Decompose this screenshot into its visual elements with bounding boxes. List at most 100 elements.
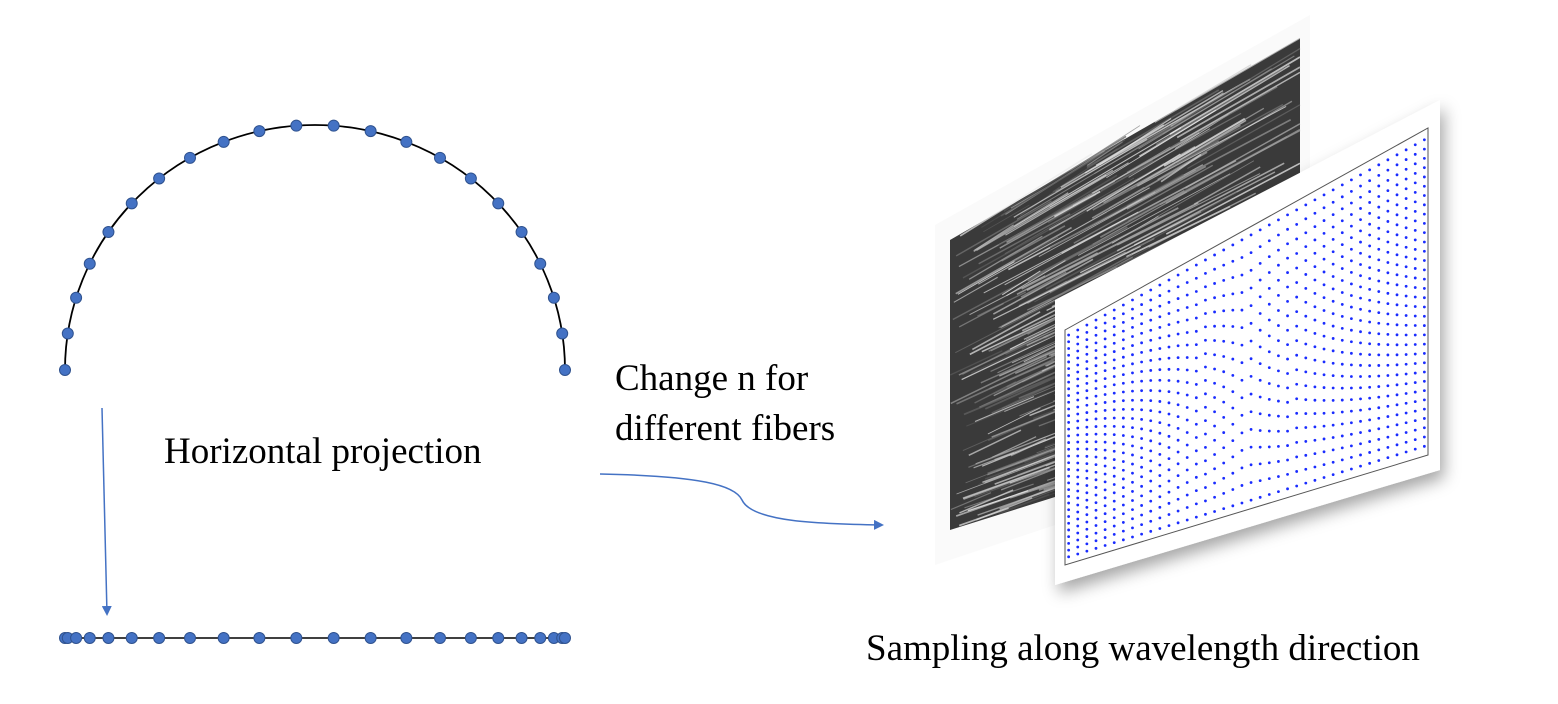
spectrum-streak <box>958 302 1004 328</box>
spectrum-streak <box>1155 160 1255 218</box>
sample-dot <box>1149 459 1153 463</box>
sample-dot <box>1149 298 1153 302</box>
sample-dot <box>1094 379 1098 383</box>
sample-dot <box>1085 462 1089 466</box>
sample-dot <box>1112 408 1116 412</box>
sample-dot <box>1386 456 1390 460</box>
sample-dot <box>1304 342 1308 346</box>
sample-dot <box>1368 168 1372 172</box>
sample-dot <box>1249 304 1253 308</box>
sample-dot <box>1340 267 1344 270</box>
sample-dot <box>1176 415 1180 419</box>
sample-dot <box>1404 314 1408 317</box>
spectrum-streak <box>1040 174 1118 222</box>
sample-dot <box>1404 382 1408 386</box>
sample-dot <box>1349 224 1353 228</box>
sample-dot <box>1368 309 1372 313</box>
spectrum-streak <box>1126 86 1278 174</box>
sample-dot <box>1422 305 1426 309</box>
sample-dot <box>1377 173 1381 177</box>
sample-dot <box>1149 409 1153 413</box>
spectrum-streak <box>1000 138 1126 217</box>
sample-dot <box>1067 555 1071 559</box>
sample-dot <box>1322 373 1326 377</box>
sample-dot <box>1322 232 1326 235</box>
sample-dot <box>1231 504 1235 508</box>
sample-dot <box>1386 281 1390 285</box>
sample-dot <box>1185 331 1189 334</box>
sample-dot <box>1167 278 1171 282</box>
projected-dot <box>184 632 196 644</box>
sample-dot <box>1067 421 1071 424</box>
spectrum-streak <box>1001 384 1059 409</box>
sample-dot <box>1176 273 1180 277</box>
sample-dot <box>1149 389 1153 392</box>
sample-dot <box>1204 365 1207 369</box>
sample-dot <box>1422 203 1426 207</box>
sample-dot <box>1158 389 1162 393</box>
sample-dot <box>1340 470 1344 474</box>
sample-dot <box>1240 343 1244 347</box>
sample-dot <box>1395 353 1399 357</box>
sample-dot <box>1103 385 1107 388</box>
sample-dot <box>1413 381 1417 384</box>
sample-dot <box>1277 490 1280 494</box>
fiber-dot <box>534 257 547 270</box>
sample-dot <box>1413 257 1417 261</box>
sample-dot <box>1140 331 1144 335</box>
spectrum-streak <box>974 396 1035 423</box>
sample-dot <box>1377 279 1381 283</box>
sample-dot <box>1076 335 1080 339</box>
spectrum-streak <box>1116 162 1285 252</box>
sample-dot <box>1194 290 1198 293</box>
sample-dot <box>1176 450 1180 454</box>
sample-dot <box>1359 442 1362 446</box>
sample-dot <box>1422 379 1426 383</box>
sample-dot <box>1103 353 1107 357</box>
sample-dot <box>1240 431 1244 435</box>
sample-dot <box>1067 474 1071 478</box>
sample-dot <box>1167 356 1171 360</box>
spectrum-streak <box>978 213 1071 265</box>
sample-dot <box>1231 422 1235 426</box>
sample-dot <box>1121 503 1125 507</box>
sample-dot <box>1340 446 1344 450</box>
sample-dot <box>1313 198 1317 202</box>
projected-dot <box>327 632 340 644</box>
sample-dot <box>1386 425 1390 429</box>
spectrum-streak <box>1010 438 1047 457</box>
sample-dot <box>1413 143 1417 147</box>
sample-dot <box>1103 329 1107 333</box>
sample-dot <box>1167 312 1171 315</box>
sample-dot <box>1194 409 1198 413</box>
spectrum-streak <box>1092 191 1187 245</box>
sample-dot <box>1340 362 1344 366</box>
sample-dot <box>1140 484 1144 488</box>
sample-dot <box>1158 463 1162 467</box>
sample-dot <box>1067 394 1071 397</box>
sample-dot <box>1413 305 1417 308</box>
sample-dot <box>1167 524 1171 528</box>
spectrum-streak <box>1165 162 1301 235</box>
sample-dot <box>1103 528 1107 531</box>
sample-dot <box>1103 440 1107 444</box>
sample-dot <box>1067 488 1071 492</box>
sample-dot <box>1085 425 1089 429</box>
sample-dot <box>1222 309 1226 313</box>
sample-dot <box>1222 507 1226 511</box>
sample-dot <box>1313 412 1317 415</box>
sample-dot <box>1368 277 1372 280</box>
sample-dot <box>1185 268 1189 272</box>
sample-dot <box>1240 413 1244 417</box>
sample-dot <box>1185 356 1189 359</box>
sample-dot <box>1304 370 1308 374</box>
sample-dot <box>1322 283 1326 287</box>
sample-dot <box>1359 453 1362 457</box>
sample-dot <box>1249 445 1253 449</box>
sample-dot <box>1258 462 1262 466</box>
sample-dot <box>1359 464 1362 468</box>
sample-dot <box>1304 440 1308 443</box>
sample-dot <box>1258 395 1262 399</box>
sample-dot <box>1340 255 1344 259</box>
sample-dot <box>1194 303 1198 307</box>
